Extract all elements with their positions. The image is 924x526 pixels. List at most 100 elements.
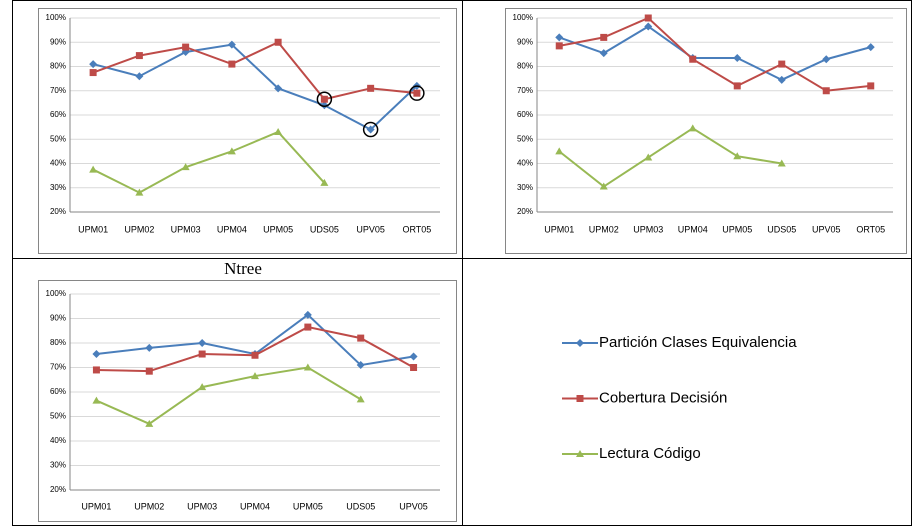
marker [89, 165, 98, 173]
marker [182, 43, 190, 51]
y-tick-label: 80% [50, 338, 66, 347]
marker [356, 395, 365, 403]
x-tick-label: UPM05 [263, 224, 293, 234]
marker [303, 363, 312, 371]
marker [356, 361, 365, 370]
marker [867, 82, 875, 90]
marker [303, 310, 312, 319]
y-tick-label: 20% [50, 207, 66, 216]
series-line [92, 130, 326, 194]
marker [689, 55, 697, 63]
marker [89, 60, 98, 69]
x-tick-label: UDS05 [346, 501, 375, 511]
marker [777, 75, 786, 84]
x-tick-label: ORT05 [402, 224, 431, 234]
x-tick-label: UPM01 [81, 501, 111, 511]
chart-frame [38, 280, 457, 522]
y-tick-label: 30% [50, 183, 66, 192]
x-tick-label: UPM03 [187, 501, 217, 511]
y-tick-label: 50% [50, 134, 66, 143]
marker [227, 147, 236, 155]
x-tick-label: UPM04 [240, 501, 270, 511]
series-line [92, 43, 418, 131]
marker [688, 124, 697, 132]
marker [135, 72, 144, 81]
marker [555, 147, 564, 155]
marker [145, 367, 153, 375]
y-tick-label: 90% [517, 37, 533, 46]
marker [733, 82, 741, 90]
x-tick-label: UPM04 [678, 224, 708, 234]
y-tick-label: 40% [50, 436, 66, 445]
marker [576, 339, 584, 347]
x-tick-label: UPM01 [78, 224, 108, 234]
y-tick-label: 100% [46, 289, 66, 298]
marker [366, 125, 375, 134]
marker [644, 22, 653, 31]
marker [413, 89, 421, 97]
marker [733, 152, 742, 160]
x-tick-label: UPM05 [293, 501, 323, 511]
marker [320, 178, 329, 186]
marker [274, 38, 282, 46]
marker [866, 43, 875, 52]
chart-frame [505, 8, 907, 254]
y-tick-label: 90% [50, 37, 66, 46]
x-tick-label: UPM03 [171, 224, 201, 234]
legend-label: Lectura Código [599, 445, 701, 462]
legend-label: Cobertura Decisión [599, 389, 727, 406]
series-line [96, 366, 362, 425]
marker [822, 55, 831, 64]
y-tick-label: 100% [46, 13, 66, 22]
marker [600, 33, 608, 41]
x-tick-label: UDS05 [310, 224, 339, 234]
y-tick-label: 80% [517, 62, 533, 71]
series-line [559, 16, 871, 92]
series-line [558, 25, 872, 81]
y-tick-label: 70% [50, 363, 66, 372]
marker [778, 60, 786, 68]
marker [644, 14, 652, 22]
marker [274, 84, 283, 93]
marker [92, 366, 100, 374]
legend-label: Partición Clases Equivalencia [599, 334, 797, 351]
x-tick-label: UPM04 [217, 224, 247, 234]
y-tick-label: 40% [50, 159, 66, 168]
marker [304, 323, 312, 331]
y-tick-label: 30% [50, 461, 66, 470]
x-tick-label: ORT05 [856, 224, 885, 234]
x-tick-label: UPM05 [722, 224, 752, 234]
y-tick-label: 20% [50, 485, 66, 494]
marker [228, 60, 236, 68]
y-tick-label: 30% [517, 183, 533, 192]
marker [145, 419, 154, 427]
y-tick-label: 20% [517, 207, 533, 216]
x-tick-label: UPM02 [124, 224, 154, 234]
chart-frame [38, 8, 457, 254]
y-tick-label: 60% [517, 110, 533, 119]
marker [777, 159, 786, 167]
x-tick-label: UPM03 [633, 224, 663, 234]
marker [357, 334, 365, 342]
y-tick-label: 80% [50, 62, 66, 71]
marker [198, 383, 207, 391]
highlight-circle [409, 85, 425, 101]
x-tick-label: UPV05 [399, 501, 428, 511]
x-tick-label: UPV05 [356, 224, 385, 234]
y-tick-label: 100% [513, 13, 533, 22]
marker [181, 163, 190, 171]
highlight-circle [316, 91, 333, 107]
marker [198, 339, 207, 347]
marker [135, 52, 143, 60]
marker [555, 33, 564, 42]
marker [599, 182, 608, 190]
marker [576, 395, 584, 402]
x-tick-label: UPM02 [134, 501, 164, 511]
series-line [92, 41, 417, 101]
y-tick-label: 50% [517, 134, 533, 143]
marker [227, 40, 236, 49]
marker [320, 101, 329, 110]
marker [135, 188, 144, 196]
marker [367, 84, 375, 92]
